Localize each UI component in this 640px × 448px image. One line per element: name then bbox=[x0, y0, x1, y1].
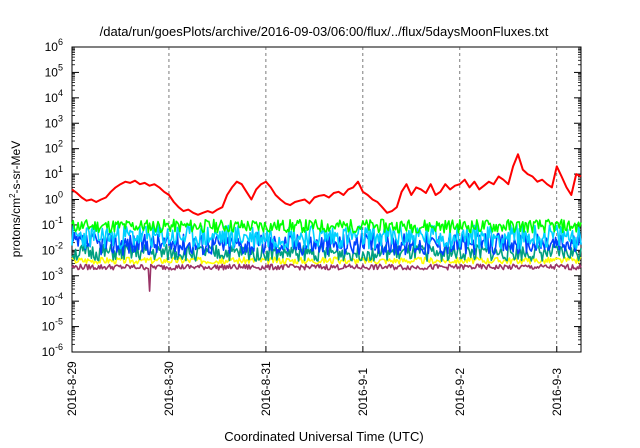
series-line bbox=[71, 263, 582, 292]
y-tick-label: 106 bbox=[45, 37, 63, 54]
y-tick-label: 105 bbox=[45, 62, 63, 79]
y-tick-label: 10-1 bbox=[42, 215, 63, 232]
x-tick-label: 2016-9-1 bbox=[356, 368, 370, 416]
x-tick-label: 2016-8-30 bbox=[162, 361, 176, 416]
plot-area: 106 105 104 103 102 101 100 10-1 10-2 10-3 10-4 10-… bbox=[42, 37, 582, 416]
y-tick-label: 10-2 bbox=[42, 240, 63, 257]
y-axis: 106 105 104 103 102 101 100 10-1 10-2 10-3 10-4 10-… bbox=[42, 37, 581, 359]
chart-title: /data/run/goesPlots/archive/2016-09-03/0… bbox=[100, 24, 549, 39]
x-tick-label: 2016-8-31 bbox=[259, 361, 273, 416]
series-line bbox=[71, 153, 582, 216]
series-line bbox=[71, 231, 582, 256]
series-line bbox=[71, 218, 582, 234]
y-tick-label: 10-5 bbox=[42, 317, 63, 334]
x-axis: 2016-8-29 2016-8-30 2016-8-31 2016-9-1 2016-… bbox=[65, 346, 564, 416]
y-tick-label: 102 bbox=[45, 139, 63, 156]
y-tick-label: 10-6 bbox=[42, 342, 63, 359]
plot-frame bbox=[71, 46, 582, 353]
series-line bbox=[71, 256, 582, 265]
y-tick-label: 100 bbox=[45, 190, 63, 207]
grid bbox=[168, 47, 558, 352]
series-group bbox=[71, 153, 582, 292]
y-tick-label: 104 bbox=[45, 88, 63, 105]
x-tick-label: 2016-9-2 bbox=[453, 368, 467, 416]
x-tick-label: 2016-8-29 bbox=[65, 361, 79, 416]
y-tick-label: 10-4 bbox=[42, 291, 63, 308]
x-axis-label: Coordinated Universal Time (UTC) bbox=[224, 429, 423, 444]
y-axis-label: protons/cm2-s-sr-MeV bbox=[8, 141, 23, 257]
y-tick-label: 101 bbox=[45, 164, 63, 181]
y-tick-label: 103 bbox=[45, 113, 63, 130]
x-tick-label: 2016-9-3 bbox=[550, 368, 564, 416]
y-tick-label: 10-3 bbox=[42, 266, 63, 283]
